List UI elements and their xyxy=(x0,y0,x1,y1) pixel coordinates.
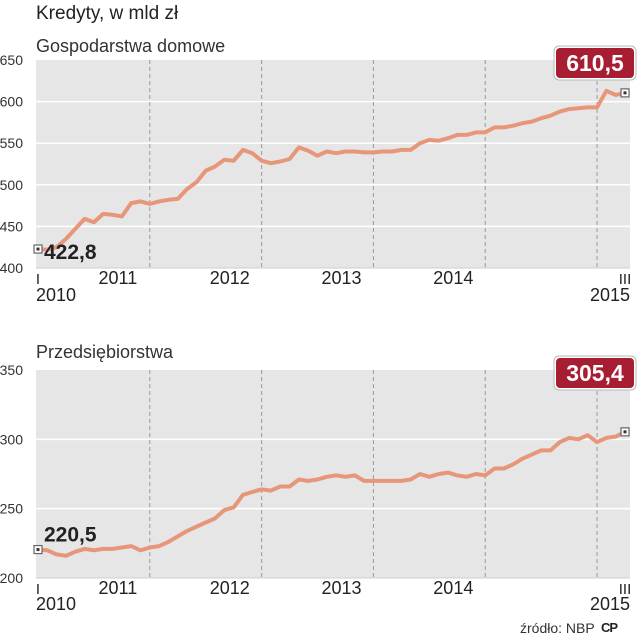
cp-logo: CP xyxy=(601,620,618,635)
chart1-title: Gospodarstwa domowe xyxy=(36,36,225,56)
chart2-end-marker-dot xyxy=(623,430,627,434)
chart2-start-value-label: 220,5 xyxy=(44,524,97,547)
chart2-end-value-label: 305,4 xyxy=(566,360,624,386)
chart2-year-label: 2014 xyxy=(433,578,473,598)
chart1-ytick-label: 600 xyxy=(0,94,23,110)
chart2-ytick-label: 250 xyxy=(0,501,23,517)
chart1-ytick-label: 400 xyxy=(0,260,23,276)
chart1-month-start-label: I xyxy=(36,271,40,288)
chart1-year-label: 2013 xyxy=(322,268,362,288)
chart2-year-label-end: 2015 xyxy=(590,594,630,614)
chart1-start-value-label: 422,8 xyxy=(44,241,97,264)
chart1-year-label: 2014 xyxy=(433,268,473,288)
chart1-end-value-label: 610,5 xyxy=(566,50,624,76)
chart2-year-label: 2012 xyxy=(210,578,250,598)
chart2-year-label: 2013 xyxy=(322,578,362,598)
chart1-end-marker-dot xyxy=(623,91,627,95)
chart1-year-label-start: 2010 xyxy=(36,285,76,305)
chart1-ytick-label: 650 xyxy=(0,52,23,68)
chart1-year-label: 2012 xyxy=(210,268,250,288)
chart2-year-label: 2011 xyxy=(99,578,138,598)
chart1-year-label: 2011 xyxy=(99,268,138,288)
chart1-year-label-end: 2015 xyxy=(590,285,630,305)
chart2-ytick-label: 300 xyxy=(0,431,23,447)
chart1-ytick-label: 450 xyxy=(0,218,23,234)
chart2-end-badge xyxy=(556,358,634,388)
chart2-ytick-label: 200 xyxy=(0,570,23,586)
chart1-ytick-label: 550 xyxy=(0,135,23,151)
chart2-start-marker-dot xyxy=(36,548,40,552)
source-note: źródło: NBP xyxy=(520,620,595,636)
chart2-ytick-label: 350 xyxy=(0,362,23,378)
chart2-month-end-label: III xyxy=(619,581,632,598)
chart2-title: Przedsiębiorstwa xyxy=(36,342,174,362)
chart2-series-line xyxy=(36,429,627,558)
chart1-month-end-label: III xyxy=(619,271,632,288)
chart1-panel xyxy=(36,60,630,268)
chart1-series-line xyxy=(36,88,627,252)
chart1-start-marker-dot xyxy=(36,247,40,251)
chart1-ytick-label: 500 xyxy=(0,177,23,193)
chart2-month-start-label: I xyxy=(36,581,40,598)
chart2-year-label-start: 2010 xyxy=(36,594,76,614)
chart-main-title: Kredyty, w mld zł xyxy=(36,3,179,24)
chart1-end-badge xyxy=(556,48,634,78)
